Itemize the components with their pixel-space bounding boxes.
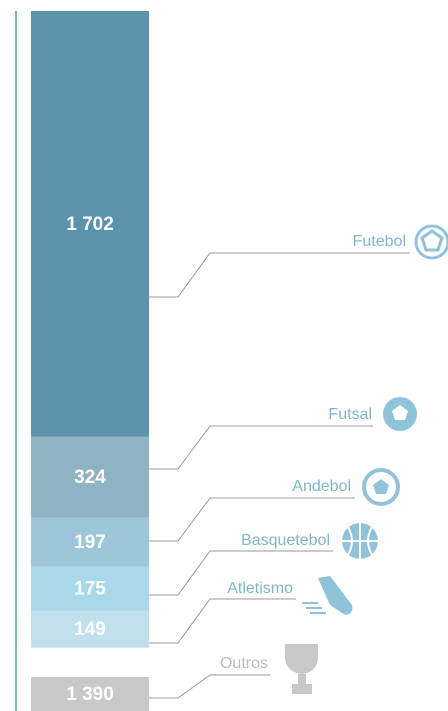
bar-segment — [31, 11, 149, 437]
category-label: Futsal — [328, 406, 372, 423]
leader-line — [149, 550, 333, 596]
leader-line — [149, 252, 410, 298]
bar-segment — [31, 677, 149, 711]
category-label: Basquetebol — [241, 532, 330, 549]
leader-line — [149, 425, 373, 470]
category-label: Andebol — [292, 478, 351, 495]
value-label: 197 — [74, 532, 106, 553]
value-label: 1 390 — [66, 684, 114, 705]
bar-segment — [31, 610, 149, 648]
category-label: Outros — [220, 655, 268, 672]
category-label: Futebol — [353, 233, 406, 250]
bar-segment — [31, 436, 149, 518]
leader-line — [149, 497, 355, 542]
value-label: 149 — [74, 619, 106, 640]
value-label: 175 — [74, 579, 106, 600]
category-label: Atletismo — [227, 580, 293, 597]
icons — [285, 224, 448, 694]
value-label: 1 702 — [66, 214, 114, 235]
bar-segment — [31, 566, 149, 611]
bar-segment — [31, 517, 149, 567]
leader-line — [149, 674, 270, 699]
value-label: 324 — [74, 467, 106, 488]
leader-line — [149, 598, 296, 644]
